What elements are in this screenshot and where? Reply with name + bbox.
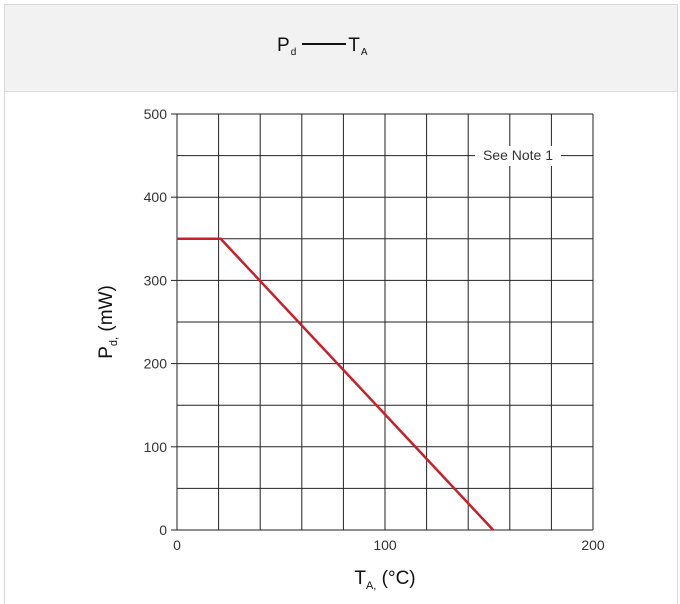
chart-header: P d T A xyxy=(5,5,677,92)
x-tick-label: 100 xyxy=(373,537,397,553)
chart-title: P d T A xyxy=(277,35,368,65)
y-tick-label: 0 xyxy=(159,522,167,538)
series-line xyxy=(177,237,495,531)
x-axis-label: TA, (°C) xyxy=(354,568,415,592)
annotation-background xyxy=(475,146,561,166)
chart-frame: P d T A xyxy=(4,4,678,604)
y-axis-label-group: Pd, (mW) xyxy=(96,285,120,359)
title-right-symbol: T xyxy=(348,35,360,56)
x-tick-label: 0 xyxy=(173,537,181,553)
title-dash xyxy=(302,43,347,45)
title-left-subscript: d xyxy=(290,47,297,58)
y-tick-label: 100 xyxy=(144,439,168,455)
y-axis-label: Pd, (mW) xyxy=(96,285,120,359)
y-tick-label: 200 xyxy=(144,356,168,372)
title-left-symbol: P xyxy=(277,35,290,56)
x-tick-label: 200 xyxy=(581,537,605,553)
annotation-see-note: See Note 1 xyxy=(483,147,553,163)
title-right-subscript: A xyxy=(360,47,368,58)
y-tick-label: 300 xyxy=(144,272,168,288)
y-tick-label: 500 xyxy=(144,106,168,122)
y-tick-label: 400 xyxy=(144,189,168,205)
